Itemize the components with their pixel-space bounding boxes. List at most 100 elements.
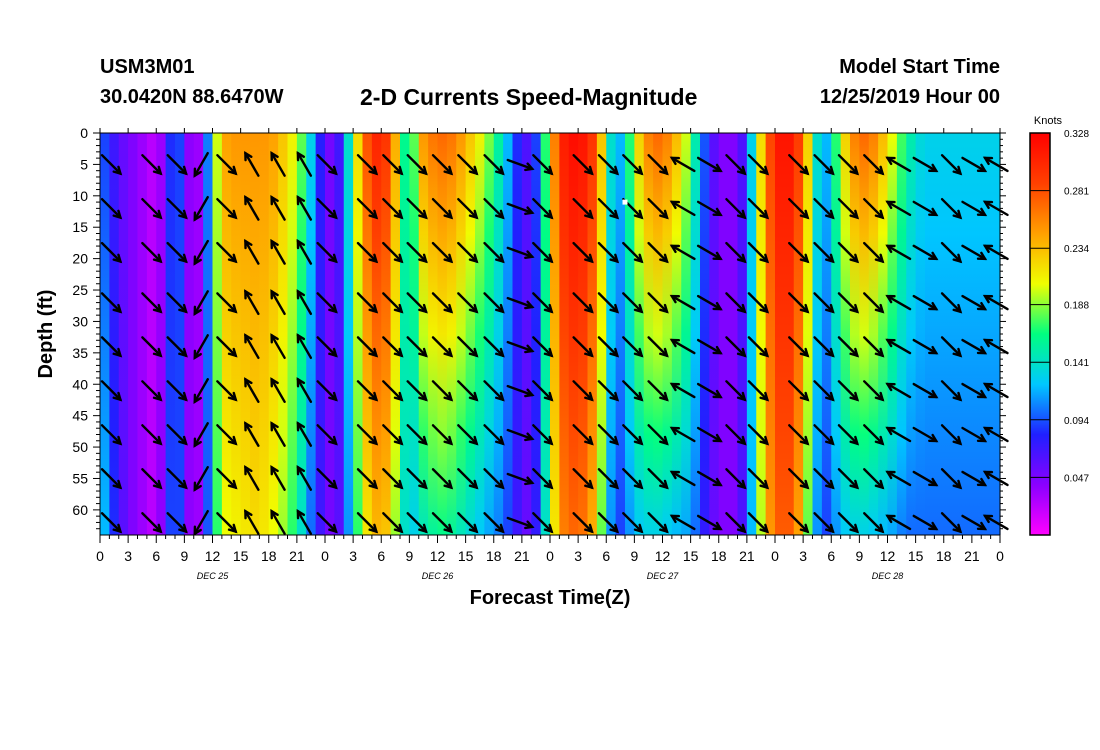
current-vector — [356, 468, 379, 490]
heatmap-column — [100, 133, 110, 535]
heatmap-column — [428, 133, 439, 535]
x-axis-label: Forecast Time(Z) — [470, 587, 631, 609]
current-vector — [356, 292, 379, 314]
current-vector — [457, 197, 479, 220]
current-vector — [296, 509, 313, 535]
current-vector — [100, 197, 123, 220]
heatmap-column — [137, 133, 148, 535]
x-tick-label: 21 — [964, 548, 980, 564]
x-tick-label: 15 — [683, 548, 699, 564]
current-vector — [382, 512, 404, 534]
current-vector — [940, 292, 963, 314]
heatmap-column — [250, 133, 260, 535]
current-vector — [813, 241, 835, 264]
heatmap-column — [334, 133, 345, 535]
current-vector — [406, 424, 428, 446]
current-vector — [885, 426, 912, 443]
current-vector — [572, 336, 594, 358]
current-vector — [506, 202, 535, 216]
heatmap-column — [353, 133, 364, 535]
current-vector — [837, 468, 860, 490]
current-vector — [696, 244, 723, 261]
current-vector — [406, 468, 428, 490]
current-vector — [141, 512, 163, 534]
current-vector — [506, 428, 535, 442]
x-tick-label: 15 — [908, 548, 924, 564]
heatmap-column — [175, 133, 185, 535]
current-vector — [166, 154, 188, 176]
x-tick-label: 6 — [602, 548, 610, 564]
current-vector — [356, 154, 379, 176]
current-vector — [747, 468, 770, 490]
current-vector — [532, 154, 554, 176]
current-vector — [382, 380, 404, 402]
current-vector — [669, 470, 696, 487]
current-vector — [406, 241, 428, 264]
heatmap-column — [503, 133, 514, 535]
current-vector — [837, 336, 860, 358]
current-vector — [457, 468, 479, 490]
current-vector — [270, 289, 286, 316]
current-vector — [166, 241, 188, 264]
y-tick-label: 45 — [72, 408, 88, 424]
heatmap-column — [840, 133, 851, 535]
heatmap-column — [343, 133, 354, 535]
heatmap-column — [521, 133, 532, 535]
current-vector — [316, 468, 338, 490]
current-vector — [622, 154, 644, 176]
heatmap-column — [943, 133, 954, 535]
y-tick-label: 40 — [72, 376, 88, 392]
current-vector — [747, 512, 770, 534]
current-vector — [483, 512, 505, 534]
current-vector — [270, 377, 286, 403]
heatmap-column — [296, 133, 307, 535]
current-vector — [669, 200, 696, 217]
current-vector — [863, 424, 885, 446]
heatmap-column — [568, 133, 579, 535]
y-axis-label: Depth (ft) — [35, 290, 57, 379]
current-vector — [532, 424, 554, 446]
x-tick-label: 3 — [349, 548, 357, 564]
heatmap-column — [625, 133, 635, 535]
heatmap-column — [128, 133, 139, 535]
current-vector — [788, 380, 810, 402]
current-vector — [982, 200, 1009, 217]
heatmap-column — [146, 133, 157, 535]
heatmap-column — [240, 133, 251, 535]
current-vector — [141, 241, 163, 264]
current-vector — [270, 465, 286, 491]
heatmap-column — [953, 133, 964, 535]
heatmap-column — [221, 133, 232, 535]
heatmap-column — [306, 133, 317, 535]
current-vector — [940, 336, 963, 358]
heatmap-column — [587, 133, 598, 535]
current-vector — [788, 154, 810, 176]
current-vector — [193, 509, 209, 536]
heatmap-column — [925, 133, 935, 535]
current-vector — [431, 380, 454, 402]
heatmap-column — [531, 133, 542, 535]
current-vector — [193, 195, 209, 222]
current-vector — [166, 424, 188, 446]
current-vector — [216, 468, 238, 490]
current-vector — [244, 289, 260, 316]
colorbar-gradient — [1029, 132, 1051, 536]
current-vector — [788, 197, 810, 220]
current-vector — [100, 468, 123, 490]
heatmap-column — [550, 133, 560, 535]
current-vector — [316, 197, 338, 220]
current-vector — [532, 512, 554, 534]
current-vector — [270, 238, 286, 265]
current-vector — [961, 426, 988, 443]
current-vector — [457, 424, 479, 446]
current-vector — [669, 244, 696, 261]
x-tick-label: 21 — [514, 548, 530, 564]
heatmap-column — [812, 133, 823, 535]
current-vector — [912, 244, 939, 261]
current-vector — [356, 241, 379, 264]
current-vector — [532, 380, 554, 402]
current-vector — [813, 424, 835, 446]
heatmap-column — [850, 133, 860, 535]
current-vector — [431, 154, 454, 176]
current-vector — [216, 424, 238, 446]
